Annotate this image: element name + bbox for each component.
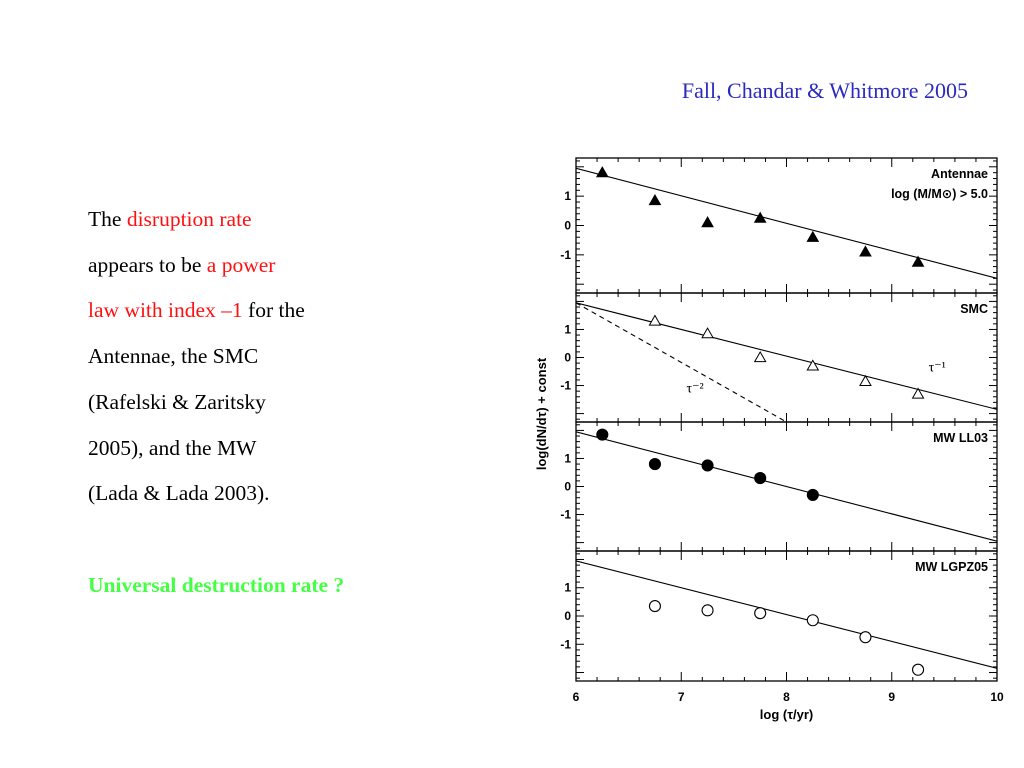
fit-line xyxy=(576,431,997,542)
paragraph-line: appears to be a power xyxy=(88,243,428,289)
filled-circle-point xyxy=(596,428,609,441)
fit-line xyxy=(576,560,997,669)
y-axis-title: log(dN/dτ) + const xyxy=(534,357,549,470)
x-tick-label: 7 xyxy=(678,690,685,704)
filled-triangle-point xyxy=(859,245,872,257)
panel-label: MW LGPZ05 xyxy=(915,560,988,574)
filled-circle-point xyxy=(648,458,661,471)
y-tick-label: 0 xyxy=(564,351,571,365)
filled-triangle-point xyxy=(911,255,925,267)
curve-label: τ⁻² xyxy=(687,382,704,397)
paragraph-line: (Rafelski & Zaritsky xyxy=(88,380,428,426)
open-circle-point xyxy=(859,631,872,644)
x-tick-label: 9 xyxy=(888,690,895,704)
body-text: (Lada & Lada 2003). xyxy=(88,481,270,506)
y-tick-label: 1 xyxy=(564,451,571,465)
paragraph-line: law with index –1 for the xyxy=(88,288,428,334)
paragraph-line: The disruption rate xyxy=(88,197,428,243)
y-tick-label: 0 xyxy=(564,480,571,494)
open-circle-point xyxy=(806,614,819,627)
paragraph-line: Antennae, the SMC xyxy=(88,334,428,380)
y-tick-label: -1 xyxy=(560,248,571,262)
curve-label: τ⁻¹ xyxy=(929,361,946,376)
x-axis-title: log (τ/yr) xyxy=(760,707,813,722)
filled-triangle-point xyxy=(595,166,609,178)
body-text: appears to be xyxy=(88,252,207,277)
highlighted-text: disruption rate xyxy=(126,207,252,231)
body-text: (Rafelski & Zaritsky xyxy=(88,389,266,414)
y-tick-label: 0 xyxy=(564,219,571,233)
fit-line xyxy=(576,302,997,410)
body-text: The xyxy=(88,207,127,231)
filled-circle-point xyxy=(701,459,714,472)
y-tick-label: -1 xyxy=(560,637,571,651)
highlighted-text: law with index –1 xyxy=(88,298,243,323)
filled-circle-point xyxy=(806,488,819,501)
citation: Fall, Chandar & Whitmore 2005 xyxy=(681,78,968,103)
body-text: Antennae, the SMC xyxy=(88,344,259,369)
description-paragraph: The disruption rate appears to be a power… xyxy=(88,197,428,517)
x-tick-label: 10 xyxy=(990,690,1004,704)
panel-label: log (M/M⊙) > 5.0 xyxy=(891,187,988,201)
highlighted-text: a power xyxy=(206,252,276,277)
panel-label: SMC xyxy=(960,302,988,316)
filled-circle-point xyxy=(754,472,767,485)
body-text: 2005), and the MW xyxy=(88,435,257,460)
open-circle-point xyxy=(648,600,661,613)
open-triangle-point xyxy=(859,374,872,386)
filled-triangle-point xyxy=(753,211,767,223)
open-triangle-point xyxy=(753,350,767,363)
paragraph-line: 2005), and the MW xyxy=(88,426,428,472)
open-triangle-point xyxy=(911,387,925,399)
panel-2: 1 0 -1 τ⁻¹ τ⁻² SMC xyxy=(560,292,998,423)
panel-label: MW LL03 xyxy=(933,431,988,445)
panel-4: 1 0 -1 MW LGPZ05 xyxy=(560,550,998,682)
y-tick-label: -1 xyxy=(560,508,571,522)
open-circle-point xyxy=(754,607,767,620)
panel-3: 1 0 -1 MW LL03 xyxy=(560,421,998,552)
open-triangle-point xyxy=(648,314,662,326)
open-triangle-point xyxy=(701,327,714,339)
y-tick-label: 0 xyxy=(564,609,571,623)
open-circle-point xyxy=(701,604,714,617)
paragraph-line: (Lada & Lada 2003). xyxy=(88,471,428,517)
y-tick-label: 1 xyxy=(564,189,571,203)
y-tick-label: 1 xyxy=(564,322,571,336)
panel-1: 1 0 -1 Antennae log (M/M⊙) > 5.0 xyxy=(560,157,998,294)
y-tick-label: 1 xyxy=(564,581,571,595)
filled-triangle-point xyxy=(806,230,820,242)
fit-line xyxy=(576,167,997,279)
open-triangle-point xyxy=(806,359,820,371)
filled-triangle-point xyxy=(701,216,714,228)
panel-frame xyxy=(575,292,998,423)
open-circle-point xyxy=(912,663,925,676)
x-tick-label: 6 xyxy=(573,690,580,704)
filled-triangle-point xyxy=(648,194,662,206)
body-text: for the xyxy=(242,298,305,323)
y-tick-label: -1 xyxy=(560,379,571,393)
question-text: Universal destruction rate ? xyxy=(88,573,345,597)
dashed-fit-line xyxy=(576,302,787,422)
panel-label: Antennae xyxy=(931,167,988,181)
x-tick-label: 8 xyxy=(783,690,790,704)
